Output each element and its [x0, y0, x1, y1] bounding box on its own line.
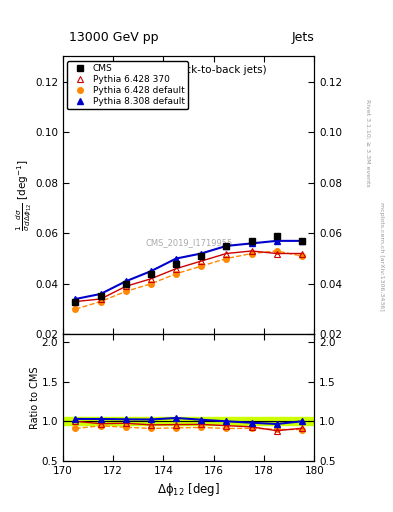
CMS: [149, 271, 153, 277]
Pythia 6.428 370: [274, 250, 279, 257]
Pythia 6.428 370: [199, 258, 204, 264]
CMS: [249, 238, 254, 244]
Pythia 6.428 default: [224, 255, 229, 262]
CMS: [123, 281, 128, 287]
Line: Pythia 6.428 default: Pythia 6.428 default: [73, 248, 305, 312]
Pythia 8.308 default: [149, 268, 153, 274]
Pythia 8.308 default: [299, 238, 304, 244]
CMS: [199, 253, 204, 259]
Pythia 6.428 370: [299, 250, 304, 257]
CMS: [174, 261, 178, 267]
Pythia 6.428 370: [149, 275, 153, 282]
Pythia 6.428 default: [199, 263, 204, 269]
X-axis label: Δϕ$_{12}$ [deg]: Δϕ$_{12}$ [deg]: [157, 481, 220, 498]
Pythia 6.428 default: [299, 253, 304, 259]
Text: Rivet 3.1.10; ≥ 3.3M events: Rivet 3.1.10; ≥ 3.3M events: [365, 99, 370, 187]
Y-axis label: Ratio to CMS: Ratio to CMS: [30, 367, 40, 429]
Pythia 6.428 370: [249, 248, 254, 254]
Pythia 6.428 default: [73, 306, 78, 312]
Text: Jets: Jets: [292, 31, 314, 44]
Pythia 6.428 default: [98, 298, 103, 305]
Pythia 8.308 default: [174, 255, 178, 262]
Y-axis label: $\frac{1}{\sigma}\frac{d\sigma}{d\Delta\phi_{12}}$ [deg$^{-1}$]: $\frac{1}{\sigma}\frac{d\sigma}{d\Delta\…: [14, 160, 33, 231]
Pythia 6.428 370: [73, 298, 78, 305]
Pythia 6.428 370: [123, 283, 128, 289]
Pythia 8.308 default: [199, 250, 204, 257]
Text: Δϕ(jj) (CMS back-to-back jets): Δϕ(jj) (CMS back-to-back jets): [111, 65, 266, 75]
Pythia 8.308 default: [249, 240, 254, 246]
Pythia 6.428 370: [224, 250, 229, 257]
Pythia 8.308 default: [123, 278, 128, 284]
Pythia 8.308 default: [274, 238, 279, 244]
Text: 13000 GeV pp: 13000 GeV pp: [69, 31, 158, 44]
CMS: [224, 243, 229, 249]
Pythia 6.428 default: [274, 248, 279, 254]
Pythia 8.308 default: [73, 296, 78, 302]
CMS: [73, 298, 78, 305]
Pythia 6.428 default: [249, 250, 254, 257]
CMS: [98, 293, 103, 300]
CMS: [274, 233, 279, 239]
Pythia 6.428 370: [174, 266, 178, 272]
Text: mcplots.cern.ch [arXiv:1306.3436]: mcplots.cern.ch [arXiv:1306.3436]: [379, 202, 384, 310]
Pythia 6.428 370: [98, 296, 103, 302]
Bar: [63, 417, 314, 425]
Line: CMS: CMS: [72, 232, 305, 305]
Line: Pythia 6.428 370: Pythia 6.428 370: [73, 248, 305, 304]
CMS: [299, 238, 304, 244]
Pythia 8.308 default: [224, 243, 229, 249]
Text: CMS_2019_I1719955: CMS_2019_I1719955: [145, 238, 232, 247]
Pythia 8.308 default: [98, 291, 103, 297]
Legend: CMS, Pythia 6.428 370, Pythia 6.428 default, Pythia 8.308 default: CMS, Pythia 6.428 370, Pythia 6.428 defa…: [67, 61, 188, 110]
Pythia 6.428 default: [123, 288, 128, 294]
Pythia 6.428 default: [174, 271, 178, 277]
Line: Pythia 8.308 default: Pythia 8.308 default: [72, 238, 305, 303]
Pythia 6.428 default: [149, 281, 153, 287]
